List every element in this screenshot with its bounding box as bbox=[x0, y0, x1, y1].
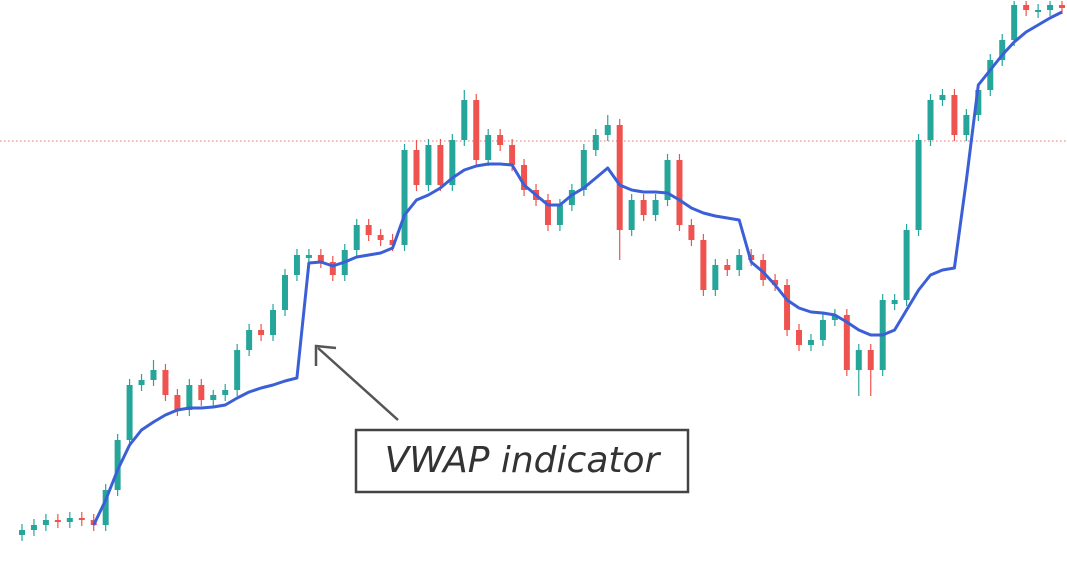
candle-body bbox=[712, 265, 719, 290]
plot bbox=[0, 1, 1067, 541]
candle-body bbox=[19, 530, 25, 535]
candle-body bbox=[365, 225, 372, 235]
candle-body bbox=[915, 140, 922, 230]
candle-body bbox=[246, 330, 253, 350]
candle-body bbox=[485, 135, 492, 160]
candle-body bbox=[987, 60, 994, 90]
candle-body bbox=[270, 310, 277, 335]
candle-body bbox=[616, 125, 623, 230]
candle-body bbox=[186, 385, 193, 410]
candle-body bbox=[198, 385, 205, 400]
candle-body bbox=[556, 205, 563, 225]
candle-body bbox=[951, 95, 958, 135]
candle-body bbox=[1011, 5, 1018, 40]
candle-body bbox=[401, 150, 408, 245]
candle-body bbox=[281, 275, 288, 310]
candle-body bbox=[30, 525, 37, 530]
candle-body bbox=[819, 320, 826, 340]
candle-body bbox=[102, 490, 109, 525]
candle-body bbox=[855, 350, 862, 370]
candle-body bbox=[449, 140, 456, 185]
candle-body bbox=[807, 340, 814, 345]
candle-body bbox=[592, 135, 599, 150]
candle-body bbox=[150, 370, 157, 380]
candle-body bbox=[210, 395, 217, 400]
candle-body bbox=[796, 330, 803, 345]
candle-body bbox=[891, 300, 898, 304]
arrow-shaft bbox=[317, 347, 399, 421]
candle-body bbox=[784, 285, 791, 330]
candle-body bbox=[425, 145, 432, 185]
candle-body bbox=[317, 255, 324, 262]
candle-body bbox=[772, 280, 779, 285]
candle-body bbox=[437, 145, 444, 185]
candle-body bbox=[497, 135, 504, 145]
candle-body bbox=[736, 255, 743, 270]
candle-body bbox=[927, 100, 934, 140]
annotation-box bbox=[354, 428, 690, 494]
candle-body bbox=[664, 160, 671, 200]
candle-body bbox=[389, 240, 396, 245]
candle-body bbox=[174, 395, 181, 410]
candle-body bbox=[568, 190, 575, 205]
candle-body bbox=[652, 200, 659, 215]
candle-body bbox=[975, 90, 982, 115]
candle-body bbox=[999, 40, 1006, 60]
candle-body bbox=[162, 370, 169, 395]
candle-body bbox=[688, 225, 695, 240]
candle-body bbox=[640, 200, 647, 215]
candle-body bbox=[831, 315, 838, 320]
candle-body bbox=[509, 145, 516, 165]
candle-body bbox=[66, 518, 73, 522]
candle-body bbox=[473, 100, 480, 160]
candle-body bbox=[54, 520, 61, 522]
candle-body bbox=[222, 390, 229, 395]
candle-body bbox=[676, 160, 683, 225]
candle-body bbox=[293, 255, 300, 275]
candle-body bbox=[700, 240, 707, 290]
candle-body bbox=[843, 315, 850, 370]
annotation: VWAP indicator bbox=[385, 440, 662, 481]
candle-body bbox=[126, 385, 133, 440]
vwap-line bbox=[92, 10, 1063, 526]
candle-body bbox=[544, 200, 551, 225]
candle-body bbox=[329, 262, 336, 275]
candle-body bbox=[903, 230, 910, 300]
candle-body bbox=[1059, 5, 1065, 8]
candle-body bbox=[939, 95, 946, 100]
candle-body bbox=[604, 125, 611, 135]
candle-body bbox=[580, 150, 587, 190]
candle-body bbox=[760, 260, 767, 280]
candle-body bbox=[377, 235, 384, 240]
candle-body bbox=[521, 165, 528, 190]
candle-body bbox=[305, 255, 312, 258]
candle-body bbox=[78, 518, 85, 520]
candle-body bbox=[114, 440, 121, 490]
arrow-head bbox=[314, 344, 337, 366]
candle-body bbox=[963, 115, 970, 135]
candle-body bbox=[1047, 5, 1054, 10]
candle-body bbox=[42, 520, 49, 525]
candle-body bbox=[138, 380, 145, 385]
candle-body bbox=[628, 200, 635, 230]
candle-body bbox=[413, 150, 420, 185]
candle-body bbox=[724, 265, 731, 270]
candle-body bbox=[1035, 10, 1042, 12]
candle-body bbox=[461, 100, 468, 140]
candle-body bbox=[258, 330, 265, 335]
candle-body bbox=[353, 225, 360, 250]
candle-body bbox=[1023, 5, 1030, 10]
candle-body bbox=[867, 350, 874, 370]
candle-body bbox=[234, 350, 241, 390]
